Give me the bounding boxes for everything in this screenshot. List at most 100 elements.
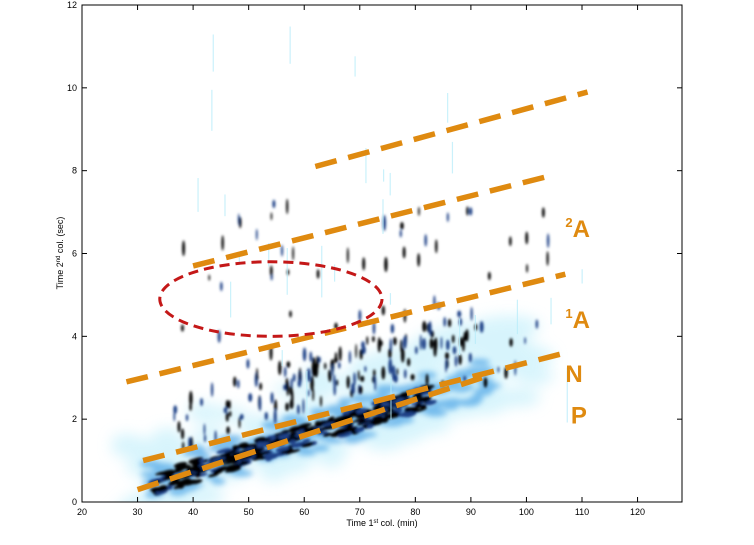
dark-spot	[443, 316, 447, 327]
dark-spot	[273, 408, 277, 424]
dense-spot	[213, 468, 224, 475]
dark-spot	[312, 388, 315, 402]
dark-spot	[203, 423, 206, 436]
mid-blob	[442, 398, 461, 407]
dark-spot	[189, 402, 192, 411]
upper-spot	[446, 212, 449, 223]
dense-spot	[188, 459, 197, 464]
dark-spot	[402, 336, 407, 349]
region-label: 1A	[565, 306, 590, 334]
x-tick-label: 20	[77, 507, 87, 517]
streak	[321, 245, 323, 298]
upper-spot	[466, 206, 469, 216]
dense-spot	[415, 402, 422, 409]
dense-spot	[224, 467, 239, 473]
dashed-guide-line	[136, 375, 483, 493]
dark-spot	[258, 396, 262, 412]
dense-spot	[412, 408, 426, 413]
dark-spot	[338, 362, 341, 369]
dark-spot	[324, 362, 327, 370]
y-tick-label: 10	[67, 83, 77, 93]
halo-blob	[350, 356, 381, 369]
upper-spot	[418, 206, 420, 216]
upper-spot	[400, 339, 403, 353]
upper-spot	[524, 337, 526, 345]
dense-spot	[370, 417, 385, 423]
dense-spot	[317, 431, 329, 435]
dark-spot	[388, 358, 393, 375]
dense-spot	[367, 424, 374, 429]
dark-spot	[445, 352, 449, 360]
dense-spot	[209, 455, 222, 461]
heatmap-spots	[111, 26, 583, 522]
dark-spot	[228, 410, 232, 417]
dark-spot	[306, 367, 311, 382]
dark-spot	[310, 376, 314, 392]
streak	[389, 172, 391, 196]
region-label: N	[565, 361, 582, 388]
dark-spot	[396, 368, 399, 376]
dense-spot	[346, 423, 353, 428]
dense-spot	[186, 467, 194, 471]
dense-spot	[300, 442, 315, 448]
mid-blob	[230, 470, 253, 477]
upper-spot	[286, 198, 289, 215]
upper-spot	[272, 199, 276, 209]
dense-spot	[338, 432, 353, 438]
dark-spot	[353, 372, 356, 386]
upper-spot	[335, 379, 339, 386]
dark-spot	[461, 336, 465, 352]
upper-spot	[269, 265, 273, 277]
dark-spot	[374, 375, 377, 391]
dense-spot	[166, 485, 173, 490]
dark-spot	[239, 413, 244, 420]
dense-spot	[194, 472, 202, 478]
dark-spot	[381, 366, 386, 380]
mid-blob	[479, 384, 495, 394]
upper-spot	[419, 334, 422, 351]
upper-spot	[292, 246, 295, 261]
dark-spot	[358, 385, 363, 395]
mid-blob	[211, 477, 226, 485]
upper-spot	[285, 377, 289, 392]
dense-spot	[272, 432, 287, 437]
upper-spot	[238, 216, 242, 229]
dark-spot	[285, 402, 289, 412]
upper-spot	[509, 338, 513, 347]
dark-spot	[259, 382, 263, 391]
halo-blob	[140, 508, 176, 522]
y-tick-label: 12	[67, 0, 77, 10]
streak	[211, 89, 213, 131]
dark-spot	[270, 392, 274, 404]
upper-spot	[425, 373, 429, 386]
dark-spot	[200, 397, 204, 407]
mid-blob	[140, 471, 158, 478]
dense-spot	[353, 418, 366, 423]
halo-blob	[152, 427, 183, 443]
upper-spot	[316, 269, 320, 279]
dark-spot	[307, 389, 310, 397]
dense-spot	[158, 485, 167, 490]
dense-spot	[286, 448, 301, 454]
streak	[281, 350, 283, 367]
upper-spot	[469, 207, 473, 216]
dense-spot	[263, 453, 272, 458]
dark-spot	[446, 339, 450, 351]
upper-spot	[390, 323, 395, 334]
upper-spot	[208, 274, 211, 281]
dense-spot	[207, 473, 219, 478]
streak	[238, 252, 240, 265]
dark-spot	[377, 337, 381, 353]
dark-spot	[360, 375, 365, 382]
dense-spot	[297, 429, 305, 434]
dark-spot	[283, 366, 287, 378]
upper-spot	[255, 228, 258, 241]
dashed-guide-line	[314, 89, 589, 170]
highlight-ellipse	[158, 260, 384, 338]
upper-spot	[546, 233, 550, 248]
mid-blob	[380, 386, 394, 395]
upper-spot	[400, 221, 404, 230]
dark-spot	[463, 331, 467, 341]
x-tick-label: 30	[133, 507, 143, 517]
upper-spot	[278, 362, 282, 376]
